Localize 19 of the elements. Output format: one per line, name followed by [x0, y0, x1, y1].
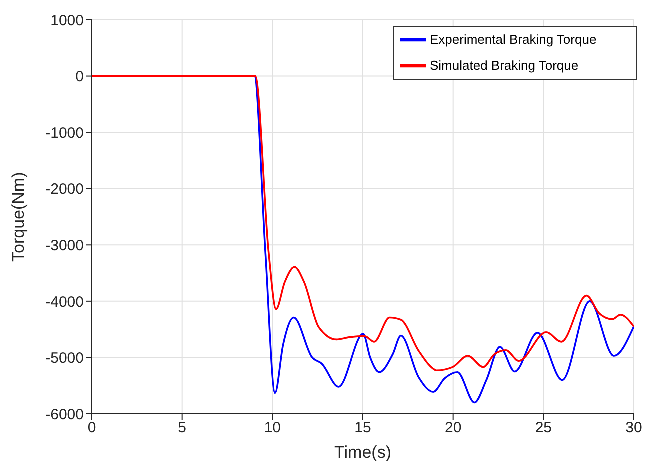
x-tick-label: 10 [264, 420, 282, 437]
y-axis-title: Torque(Nm) [9, 172, 28, 262]
legend-label: Experimental Braking Torque [430, 32, 597, 48]
y-tick-label: -6000 [46, 406, 84, 424]
y-tick-label: 0 [76, 68, 84, 86]
y-tick-label: -3000 [46, 237, 84, 254]
x-tick-label: 0 [88, 420, 96, 437]
y-tick-label: -1000 [46, 124, 84, 142]
legend-label: Simulated Braking Torque [430, 58, 579, 74]
x-tick-label: 15 [354, 420, 372, 437]
y-tick-label: -4000 [46, 294, 84, 311]
x-tick-label: 20 [444, 420, 462, 437]
x-tick-label: 30 [626, 420, 642, 437]
x-axis-title: Time(s) [334, 443, 392, 462]
y-tick-label: -2000 [46, 181, 84, 198]
x-tick-label: 25 [535, 420, 552, 437]
x-tick-label: 5 [178, 420, 187, 437]
y-tick-label: 1000 [50, 12, 84, 30]
y-tick-label: -5000 [46, 350, 84, 368]
